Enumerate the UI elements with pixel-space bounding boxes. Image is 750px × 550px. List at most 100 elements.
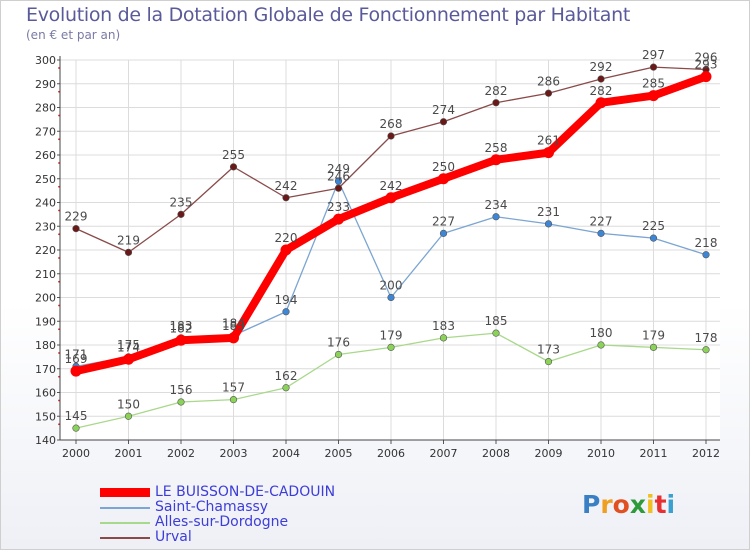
data-point-urval — [387, 132, 395, 140]
data-label-alles-sur-dordogne: 150 — [117, 397, 140, 411]
data-label-le-buisson-de-cadouin: 293 — [695, 58, 718, 72]
data-label-alles-sur-dordogne: 180 — [590, 326, 613, 340]
y-tick-label: 180 — [35, 339, 56, 352]
data-label-urval: 297 — [642, 48, 665, 62]
data-label-alles-sur-dordogne: 183 — [432, 319, 455, 333]
data-point-le-buisson-de-cadouin — [438, 173, 449, 185]
x-tick-label: 2004 — [272, 447, 300, 460]
data-label-alles-sur-dordogne: 178 — [695, 331, 718, 345]
x-tick-label: 2010 — [587, 447, 615, 460]
logo-letter: P — [582, 490, 601, 519]
data-point-urval — [649, 63, 658, 71]
data-label-le-buisson-de-cadouin: 183 — [222, 319, 245, 333]
y-tick-label: 230 — [35, 220, 56, 233]
data-point-alles-sur-dordogne — [544, 358, 553, 366]
y-minor-dot — [58, 67, 60, 69]
data-label-urval: 268 — [380, 117, 403, 131]
data-label-le-buisson-de-cadouin: 261 — [537, 134, 560, 148]
data-point-saint-chamassy — [649, 234, 658, 242]
y-tick-label: 300 — [35, 54, 56, 67]
logo-letter: o — [612, 490, 630, 519]
data-point-saint-chamassy — [387, 293, 395, 302]
data-label-le-buisson-de-cadouin: 233 — [327, 200, 350, 214]
chart-subtitle: (en € et par an) — [26, 28, 121, 42]
data-point-alles-sur-dordogne — [439, 334, 448, 342]
y-minor-dot — [58, 352, 60, 354]
data-label-urval: 274 — [432, 103, 455, 117]
x-tick-label: 2002 — [167, 447, 195, 460]
data-label-alles-sur-dordogne: 179 — [380, 328, 403, 342]
data-point-saint-chamassy — [334, 177, 343, 185]
data-label-urval: 292 — [590, 60, 613, 74]
legend-swatch — [100, 537, 150, 539]
x-tick-label: 2006 — [377, 447, 405, 460]
y-minor-dot — [58, 138, 60, 141]
y-minor-dot — [58, 233, 60, 236]
x-tick-label: 2012 — [692, 447, 720, 460]
y-minor-dot — [58, 209, 60, 212]
data-label-le-buisson-de-cadouin: 282 — [590, 84, 613, 98]
y-tick-label: 240 — [35, 197, 56, 210]
logo-letter: x — [629, 490, 646, 519]
data-point-alles-sur-dordogne — [387, 343, 395, 351]
data-label-alles-sur-dordogne: 179 — [642, 328, 665, 342]
data-point-le-buisson-de-cadouin — [175, 334, 187, 346]
legend-label: Alles-sur-Dordogne — [155, 514, 289, 530]
data-point-le-buisson-de-cadouin — [700, 71, 712, 83]
data-label-urval: 246 — [327, 169, 350, 183]
data-point-urval — [597, 75, 605, 83]
data-label-saint-chamassy: 200 — [380, 279, 403, 293]
data-point-alles-sur-dordogne — [177, 398, 185, 406]
data-label-saint-chamassy: 194 — [275, 293, 298, 307]
data-label-saint-chamassy: 183 — [170, 319, 193, 333]
y-minor-dot — [58, 114, 60, 117]
data-point-alles-sur-dordogne — [124, 412, 133, 420]
data-point-urval — [334, 184, 343, 192]
legend-swatch — [100, 488, 150, 497]
logo-letter: t — [654, 490, 667, 519]
data-label-urval: 229 — [65, 210, 88, 224]
y-tick-label: 290 — [35, 78, 56, 91]
data-label-le-buisson-de-cadouin: 285 — [642, 77, 665, 91]
logo-letter: i — [646, 490, 655, 519]
data-point-le-buisson-de-cadouin — [385, 192, 397, 204]
y-tick-label: 210 — [35, 268, 56, 281]
y-tick-label: 260 — [35, 149, 56, 162]
data-point-alles-sur-dordogne — [282, 384, 290, 392]
data-point-saint-chamassy — [597, 229, 605, 237]
y-tick-label: 220 — [35, 244, 56, 257]
data-label-urval: 242 — [275, 179, 298, 193]
chart-title: Evolution de la Dotation Globale de Fonc… — [26, 4, 631, 26]
logo-letter: r — [600, 490, 613, 519]
y-tick-label: 280 — [35, 102, 56, 115]
data-point-le-buisson-de-cadouin — [123, 353, 134, 365]
data-point-urval — [177, 210, 185, 218]
y-tick-label: 170 — [35, 363, 56, 376]
data-label-saint-chamassy: 231 — [537, 205, 560, 219]
data-point-alles-sur-dordogne — [649, 343, 658, 351]
y-minor-dot — [58, 304, 60, 307]
y-minor-dot — [58, 280, 60, 283]
legend-label: Saint-Chamassy — [155, 499, 269, 515]
data-label-alles-sur-dordogne: 156 — [170, 383, 193, 397]
data-label-urval: 235 — [170, 195, 193, 209]
data-label-le-buisson-de-cadouin: 242 — [380, 179, 403, 193]
data-point-le-buisson-de-cadouin — [543, 147, 554, 159]
data-point-saint-chamassy — [439, 229, 448, 237]
y-minor-dot — [58, 375, 60, 378]
proxiti-logo: Proxiti — [582, 490, 675, 519]
data-point-le-buisson-de-cadouin — [333, 213, 344, 225]
data-label-le-buisson-de-cadouin: 258 — [485, 141, 508, 155]
x-tick-label: 2005 — [325, 447, 353, 460]
data-point-urval — [544, 89, 553, 97]
data-label-saint-chamassy: 227 — [432, 214, 455, 228]
data-point-urval — [124, 248, 133, 256]
data-label-alles-sur-dordogne: 162 — [275, 369, 298, 383]
data-label-alles-sur-dordogne: 176 — [327, 336, 350, 350]
y-tick-label: 150 — [35, 410, 56, 423]
data-label-le-buisson-de-cadouin: 182 — [170, 321, 193, 335]
y-minor-dot — [58, 399, 60, 402]
data-point-saint-chamassy — [282, 308, 290, 316]
data-label-alles-sur-dordogne: 173 — [537, 343, 560, 357]
